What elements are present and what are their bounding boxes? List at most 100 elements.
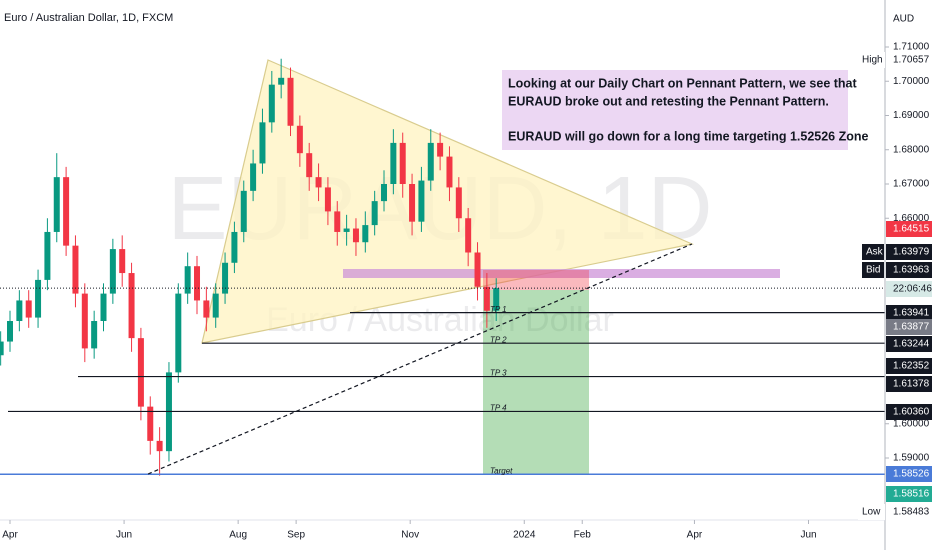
x-tick-label: Jun [800,530,816,541]
price-tag-name: Bid [866,265,880,276]
candle-body [278,77,285,85]
candle-body [268,84,275,123]
candle-body [306,153,313,178]
tag-bg [886,504,932,520]
candle-body [240,190,247,232]
time-axis-bg [0,520,885,550]
price-tag-name-bg [862,244,884,260]
candle-body [324,187,331,212]
price-tag: 1.63244 [893,339,930,350]
axes: 1.59000 1.60000 1.66000 1.67000 1.68000 1.690… [2,42,932,541]
level-label: TP 1 [490,305,507,314]
candle-body [465,218,472,253]
annotation-line: Looking at our Daily Chart on Pennant Pa… [508,76,858,90]
price-tag: 1.62352 [893,361,930,372]
level-label: TP 3 [490,369,507,378]
candle-body [184,266,191,294]
y-tick-label: 1.66000 [893,213,930,224]
candle-body [119,249,126,274]
tag-name: Low [862,507,881,518]
x-tick-label: 2024 [513,530,536,541]
candle-body [343,228,350,232]
y-tick-label: 1.70000 [893,76,930,87]
price-tag-bg [886,244,932,260]
price-tag: 1.63979 [893,247,930,258]
candle-body [147,406,154,441]
y-tick-label: 1.71000 [893,42,930,53]
price-tag-bg [886,262,932,278]
price-tag-bg [886,336,932,352]
price-tag: 1.61378 [893,379,930,390]
level-label: TP 4 [490,404,507,413]
price-tag: 1.58526 [893,469,930,480]
levels: TP 1 TP 2 TP 3 TP 4 Target [0,287,885,475]
candle-body [109,249,116,294]
candle-body [7,321,14,342]
stop-box [483,270,589,290]
candle-body [72,245,79,294]
price-tag-name-bg [862,262,884,278]
x-tick-label: Feb [574,530,592,541]
candle-body [352,228,359,243]
currency: AUD [893,14,914,25]
candle-body [231,231,238,263]
candle-body [493,288,500,311]
x-tick-label: Nov [401,530,419,541]
candle-body [399,142,406,184]
price-tag-bg [886,486,932,502]
price-tag: 1.63941 [893,308,930,319]
candle-body [371,201,378,226]
tag-name-bg [858,52,885,68]
price-tag-bg [886,358,932,374]
candle-body [25,300,32,318]
candle-body [455,187,462,219]
y-tick-label: 1.69000 [893,110,930,121]
x-tick-label: Apr [2,530,18,541]
candle-body [194,266,201,301]
y-tick-label: 1.68000 [893,144,930,155]
price-tag: 1.63963 [893,265,930,276]
candle-body [483,286,490,311]
price-tag-bg [886,466,932,482]
candle-body [16,300,23,322]
candle-body [35,279,42,318]
price-tag: 1.58516 [893,489,930,500]
candle-body [137,338,144,407]
price-tag-bg [886,319,932,335]
candle-body [63,177,70,246]
annotation-line: EURAUD broke out and retesting the Penna… [508,94,829,108]
candle-body [81,293,88,349]
price-tag: 1.63877 [893,322,930,333]
price-tag-bg [886,281,932,297]
price-tag-bg [886,404,932,420]
candle-body [203,300,210,318]
annotation-line: EURAUD will go down for a long time targ… [508,129,869,143]
candle-body [390,142,397,184]
x-tick-label: Aug [229,530,247,541]
x-tick-label: Apr [687,530,703,541]
price-tag: 22:06:46 [893,284,932,295]
price-tag-bg [886,221,932,237]
annotation-box [502,70,848,150]
candle-body [296,125,303,154]
price-tag: 1.64515 [893,224,930,235]
retest-zone [343,269,780,278]
candle-body [427,142,434,181]
tag-name: High [862,55,883,66]
candle-body [175,293,182,373]
profit-box [483,290,589,475]
candle-body [474,252,481,287]
candle-body [334,211,341,232]
price-tag-name: Ask [866,247,884,258]
candle-body [53,177,60,232]
candle-body [437,142,444,157]
tag-label: 1.70657 [893,55,930,66]
level-label: TP 2 [490,335,507,344]
candle-body [418,180,425,222]
candle-body [446,156,453,188]
candle-body [381,183,388,202]
tag-bg [886,52,932,68]
tag-name-bg [858,504,885,520]
candle-body [259,122,266,164]
